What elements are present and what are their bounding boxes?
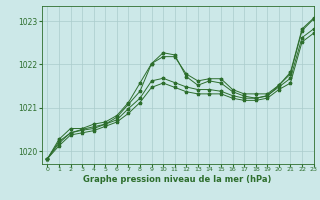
X-axis label: Graphe pression niveau de la mer (hPa): Graphe pression niveau de la mer (hPa) — [84, 175, 272, 184]
